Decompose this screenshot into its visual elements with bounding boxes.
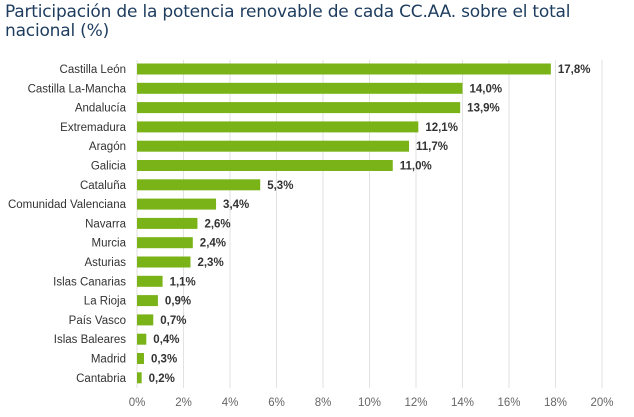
x-tick-label: 16%: [497, 397, 520, 409]
category-label: Asturias: [84, 257, 126, 269]
category-label: Islas Baleares: [54, 334, 126, 346]
x-tick-label: 18%: [544, 397, 567, 409]
bar: [137, 333, 147, 345]
value-label: 11,7%: [416, 141, 448, 153]
bar: [137, 63, 551, 75]
value-label: 14,0%: [470, 83, 503, 95]
bar: [137, 256, 191, 268]
x-tick-label: 6%: [268, 397, 285, 409]
category-label: Galicia: [91, 161, 127, 173]
x-tick-label: 4%: [222, 397, 239, 409]
category-label: Comunidad Valenciana: [8, 199, 127, 211]
x-tick-label: 20%: [590, 397, 613, 409]
bar: [137, 275, 163, 287]
bar: [137, 353, 144, 364]
value-label: 13,9%: [467, 103, 500, 115]
value-label: 2,4%: [200, 238, 226, 250]
x-tick-label: 12%: [404, 397, 427, 409]
value-label: 3,4%: [223, 199, 249, 211]
bar: [137, 102, 461, 114]
value-label: 5,3%: [267, 180, 293, 192]
category-label: Islas Canarias: [53, 276, 126, 288]
category-label: Extremadura: [60, 122, 126, 134]
bar: [137, 179, 261, 191]
chart-title: Participación de la potencia renovable d…: [5, 2, 571, 41]
x-tick-label: 8%: [315, 397, 332, 409]
value-label: 2,3%: [197, 257, 223, 269]
category-label: La Rioja: [84, 296, 127, 308]
bar: [137, 160, 393, 171]
bar: [137, 295, 158, 307]
bar: [137, 140, 410, 152]
category-label: Cataluña: [80, 180, 127, 192]
x-tick-label: 2%: [175, 397, 192, 409]
bar: [137, 372, 142, 384]
bar: [137, 217, 198, 229]
bar: [137, 198, 217, 210]
value-label: 0,4%: [153, 334, 179, 346]
category-label: Navarra: [85, 218, 127, 230]
category-label: Cantabria: [76, 373, 126, 385]
category-label: Andalucía: [75, 103, 127, 115]
bar: [137, 121, 419, 133]
category-label: Murcia: [91, 238, 126, 250]
category-label: País Vasco: [69, 315, 126, 327]
value-label: 12,1%: [425, 122, 458, 134]
x-tick-label: 14%: [451, 397, 474, 409]
value-label: 2,6%: [204, 218, 230, 230]
value-label: 1,1%: [170, 276, 196, 288]
bar: [137, 82, 463, 94]
value-label: 0,2%: [149, 373, 175, 385]
category-label: Castilla La-Mancha: [28, 83, 127, 95]
bar: [137, 237, 193, 249]
value-label: 0,3%: [151, 354, 177, 366]
category-label: Madrid: [91, 354, 126, 366]
category-label: Castilla León: [60, 64, 126, 76]
x-tick-label: 10%: [358, 397, 381, 409]
bar: [137, 314, 154, 326]
value-label: 11,0%: [400, 161, 432, 173]
value-label: 0,9%: [165, 296, 191, 308]
value-label: 17,8%: [558, 64, 591, 76]
category-label: Aragón: [89, 141, 126, 153]
x-tick-label: 0%: [129, 397, 146, 409]
value-label: 0,7%: [160, 315, 186, 327]
